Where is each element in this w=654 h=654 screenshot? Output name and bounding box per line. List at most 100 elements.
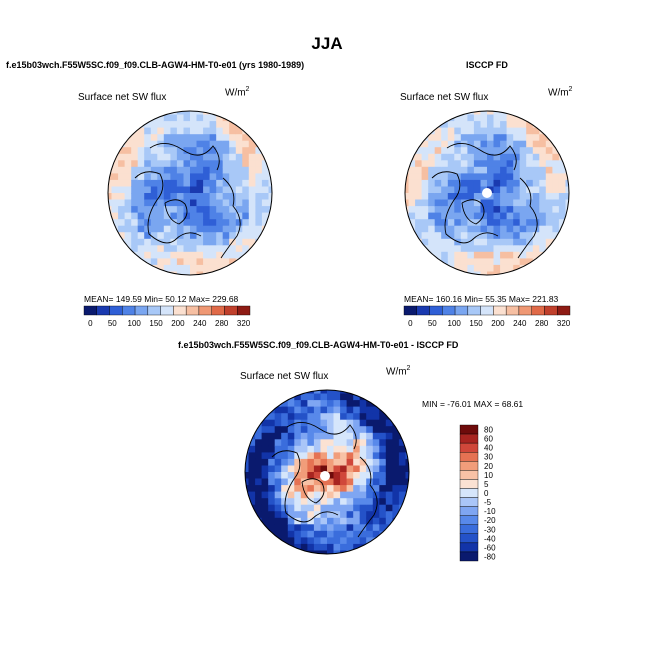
map-cell xyxy=(359,524,367,532)
map-cell xyxy=(392,445,400,453)
map-cell xyxy=(333,458,341,466)
map-cell xyxy=(163,212,171,220)
map-cell xyxy=(385,478,393,486)
map-cell xyxy=(480,173,488,181)
map-cell xyxy=(300,543,308,551)
map-cell xyxy=(281,517,289,525)
map-cell xyxy=(203,147,211,155)
colorbar-box xyxy=(459,479,479,489)
map-cell xyxy=(340,406,348,414)
map-cell xyxy=(460,121,468,129)
map-cell xyxy=(144,134,152,142)
map-cell xyxy=(327,504,335,512)
map-cell xyxy=(558,173,566,181)
map-cell xyxy=(203,245,211,253)
map-cell xyxy=(313,413,321,421)
map-cell xyxy=(170,186,178,194)
map-cell xyxy=(552,186,560,194)
coastline xyxy=(134,143,241,259)
map-cell xyxy=(519,212,527,220)
map-cell xyxy=(320,439,328,447)
map-cell xyxy=(150,212,158,220)
map-cell xyxy=(190,111,198,116)
map-cell xyxy=(216,186,224,194)
map-cell xyxy=(353,517,361,525)
map-cell xyxy=(500,206,508,214)
map-cell xyxy=(487,264,495,272)
map-cell xyxy=(428,173,436,181)
map-cell xyxy=(480,219,488,227)
map-cell xyxy=(108,173,113,181)
map-cell xyxy=(170,121,178,129)
map-cell xyxy=(313,491,321,499)
map-cell xyxy=(222,206,230,214)
map-cell xyxy=(467,264,475,272)
map-cell xyxy=(248,472,256,480)
map-cell xyxy=(340,491,348,499)
map-cell xyxy=(248,498,256,506)
map-cell xyxy=(163,225,171,233)
map-cell xyxy=(327,511,335,519)
map-cell xyxy=(255,225,263,233)
map-cell xyxy=(183,121,191,129)
map-cell xyxy=(415,160,423,168)
colorbar-tick-label: -60 xyxy=(484,543,496,552)
map-cell xyxy=(379,458,387,466)
map-cell xyxy=(366,406,374,414)
map-cell xyxy=(287,465,295,473)
map-cell xyxy=(131,193,139,201)
map-cell xyxy=(513,153,521,161)
map-cell xyxy=(493,121,501,129)
map-cell xyxy=(261,445,269,453)
map-cell xyxy=(473,264,481,272)
map-cell xyxy=(216,258,224,266)
map-cell xyxy=(300,491,308,499)
map-cell xyxy=(170,199,178,207)
map-cell xyxy=(190,264,198,272)
map-cell xyxy=(157,147,165,155)
map-cell xyxy=(245,458,250,466)
map-cell xyxy=(281,400,289,408)
map-cell xyxy=(274,452,282,460)
map-cell xyxy=(248,219,256,227)
map-cell xyxy=(294,445,302,453)
map-cell xyxy=(333,498,341,506)
colorbar-tick-label: -10 xyxy=(484,507,496,516)
map-cell xyxy=(340,426,348,434)
map-cell xyxy=(500,147,508,155)
map-cell xyxy=(320,537,328,545)
map-cell xyxy=(353,393,361,401)
map-cell xyxy=(320,452,328,460)
map-cell xyxy=(434,206,442,214)
map-cell xyxy=(255,193,263,201)
map-cell xyxy=(532,173,540,181)
map-cell xyxy=(454,134,462,142)
map-cell xyxy=(261,426,269,434)
map-cell xyxy=(372,478,380,486)
map-cell xyxy=(447,147,455,155)
map-cell xyxy=(385,465,393,473)
map-cell xyxy=(333,543,341,551)
map-cell xyxy=(539,179,547,187)
map-cell xyxy=(268,432,276,440)
map-cell xyxy=(313,400,321,408)
map-cell xyxy=(441,258,449,266)
map-cell xyxy=(487,153,495,161)
map-cell xyxy=(235,179,243,187)
map-cell xyxy=(242,245,250,253)
map-cell xyxy=(255,199,263,207)
map-cell xyxy=(473,166,481,174)
map-cell xyxy=(216,219,224,227)
map-cell xyxy=(379,491,387,499)
map-cell xyxy=(274,419,282,427)
map-cell xyxy=(196,264,204,272)
map-cell xyxy=(235,219,243,227)
map-cell xyxy=(183,271,191,275)
map-cell xyxy=(434,166,442,174)
map-cell xyxy=(118,160,126,168)
map-cell xyxy=(539,186,547,194)
map-cell xyxy=(405,199,410,207)
map-cell xyxy=(196,225,204,233)
map-cell xyxy=(454,186,462,194)
map-cell xyxy=(558,199,566,207)
